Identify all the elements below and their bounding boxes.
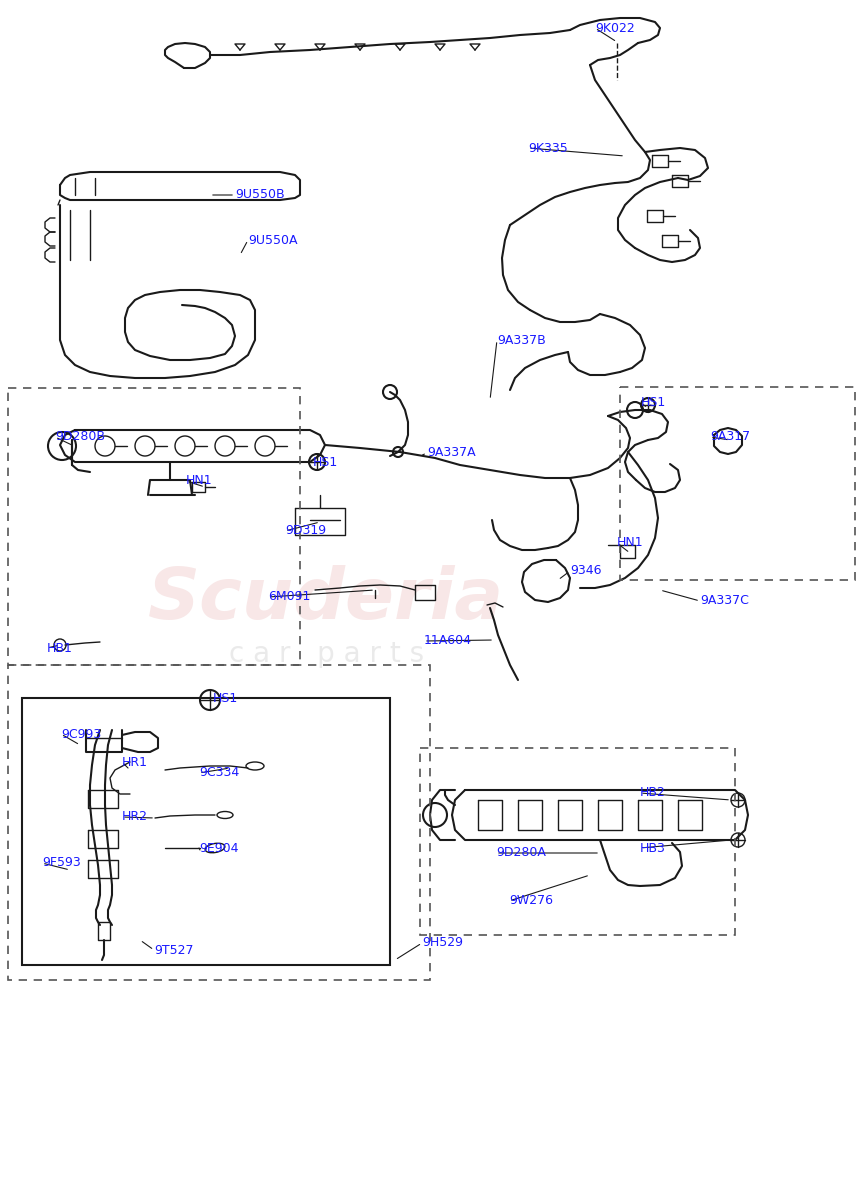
- Text: Scuderia: Scuderia: [149, 565, 504, 635]
- Text: 9T527: 9T527: [154, 943, 193, 956]
- Text: HS1: HS1: [313, 456, 338, 468]
- Text: 9K335: 9K335: [528, 142, 568, 155]
- Text: 9D319: 9D319: [285, 524, 326, 538]
- Bar: [8, 388, 300, 665]
- Text: HR2: HR2: [122, 810, 148, 823]
- Text: 11A604: 11A604: [424, 635, 472, 648]
- Text: HB2: HB2: [640, 786, 666, 799]
- Bar: [620, 386, 855, 580]
- Text: 9D280B: 9D280B: [55, 431, 105, 444]
- Text: 9K022: 9K022: [595, 22, 635, 35]
- Text: HB3: HB3: [640, 841, 666, 854]
- Text: 9A317: 9A317: [710, 431, 750, 444]
- Text: HN1: HN1: [617, 536, 643, 550]
- Text: 9W276: 9W276: [509, 894, 553, 907]
- Text: HS1: HS1: [641, 396, 667, 409]
- Text: HN1: HN1: [186, 474, 213, 487]
- Text: 9A337B: 9A337B: [497, 334, 545, 347]
- Text: 9F593: 9F593: [42, 857, 81, 870]
- Text: 9U550B: 9U550B: [235, 188, 284, 202]
- Text: 6M091: 6M091: [268, 590, 310, 604]
- Text: 9C993: 9C993: [61, 727, 101, 740]
- Text: 9D280A: 9D280A: [496, 846, 545, 859]
- Bar: [22, 698, 390, 965]
- Text: 9346: 9346: [570, 564, 601, 577]
- Text: 9E904: 9E904: [199, 841, 239, 854]
- Text: HR1: HR1: [122, 756, 148, 768]
- Bar: [420, 748, 735, 935]
- Text: HS1: HS1: [213, 691, 238, 704]
- Text: c a r   p a r t s: c a r p a r t s: [228, 640, 424, 668]
- Bar: [8, 665, 430, 980]
- Text: HB1: HB1: [47, 642, 73, 654]
- Text: 9U550A: 9U550A: [248, 234, 297, 246]
- Text: 9H529: 9H529: [422, 936, 463, 949]
- Text: 9A337C: 9A337C: [700, 594, 749, 607]
- Text: 9C334: 9C334: [199, 767, 240, 780]
- Text: 9A337A: 9A337A: [427, 446, 476, 460]
